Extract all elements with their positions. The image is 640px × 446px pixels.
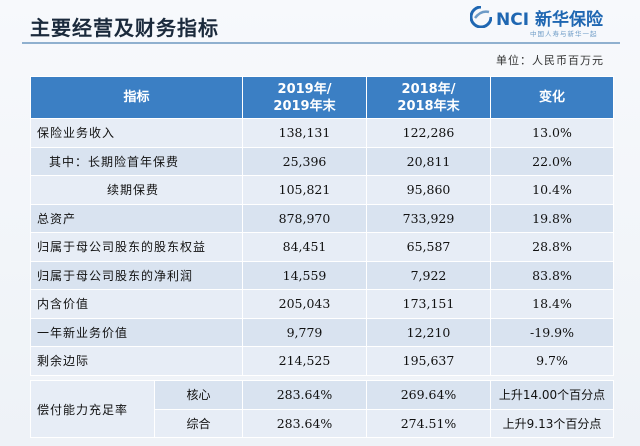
- value-2019: 205,043: [242, 289, 367, 319]
- table-row: 归属于母公司股东的股东权益 84,451 65,587 28.8%: [30, 232, 614, 262]
- value-2018: 20,811: [366, 146, 491, 176]
- solvency-sub-label: 核心: [154, 380, 243, 410]
- column-header-metric: 指标: [30, 76, 243, 119]
- table-row: 一年新业务价值 9,779 12,210 -19.9%: [30, 317, 614, 347]
- table-row: 综合 283.64% 274.51% 上升9.13个百分点: [31, 408, 614, 438]
- title-divider: [22, 42, 620, 44]
- value-2019: 9,779: [242, 317, 367, 347]
- logo-wordmark: NCI 新华保险: [496, 10, 603, 30]
- table-row: 归属于母公司股东的净利润 14,559 7,922 83.8%: [30, 260, 614, 290]
- row-label: 归属于母公司股东的股东权益: [30, 232, 243, 262]
- value-change: 19.8%: [490, 203, 614, 233]
- row-label: 归属于母公司股东的净利润: [30, 260, 243, 290]
- value-2018: 7,922: [366, 260, 491, 290]
- solvency-sub-label: 综合: [154, 408, 243, 438]
- value-2019: 25,396: [242, 146, 367, 176]
- column-header-2019-text: 2019年/ 2019年末: [273, 81, 336, 114]
- value-2018: 195,637: [366, 346, 491, 376]
- column-header-2018-text: 2018年/ 2018年末: [397, 81, 460, 114]
- value-change: 10.4%: [490, 175, 614, 205]
- value-2018: 95,860: [366, 175, 491, 205]
- solvency-label: 偿付能力充足率: [30, 380, 155, 438]
- value-change: -19.9%: [490, 317, 614, 347]
- table-row: 续期保费 105,821 95,860 10.4%: [30, 175, 614, 205]
- logo-mark-icon: [470, 6, 492, 28]
- table-row: 偿付能力充足率 核心 283.64% 269.64% 上升14.00个百分点: [30, 380, 614, 438]
- column-header-2018: 2018年/ 2018年末: [366, 76, 491, 119]
- value-2019: 878,970: [242, 203, 367, 233]
- value-change: 83.8%: [490, 260, 614, 290]
- page-title: 主要经营及财务指标: [30, 16, 219, 40]
- column-header-change: 变化: [490, 76, 614, 119]
- row-label: 剩余边际: [30, 346, 243, 376]
- value-change: 上升9.13个百分点: [490, 408, 614, 438]
- row-label: 一年新业务价值: [30, 317, 243, 347]
- value-change: 上升14.00个百分点: [490, 380, 614, 410]
- value-2018: 12,210: [366, 317, 491, 347]
- value-2019: 84,451: [242, 232, 367, 262]
- row-label: 保险业务收入: [30, 118, 243, 148]
- table-row: 内含价值 205,043 173,151 18.4%: [30, 289, 614, 319]
- table-header-row: 指标 2019年/ 2019年末 2018年/ 2018年末 变化: [30, 76, 614, 119]
- value-change: 28.8%: [490, 232, 614, 262]
- value-2018: 733,929: [366, 203, 491, 233]
- value-2019: 138,131: [242, 118, 367, 148]
- value-change-text: 上升14.00个百分点: [498, 388, 606, 403]
- table-row: 总资产 878,970 733,929 19.8%: [30, 203, 614, 233]
- row-label: 其中：长期险首年保费: [30, 146, 243, 176]
- metrics-table: 指标 2019年/ 2019年末 2018年/ 2018年末 变化 保险业务收入…: [30, 76, 614, 376]
- table-row: 其中：长期险首年保费 25,396 20,811 22.0%: [30, 146, 614, 176]
- value-change: 18.4%: [490, 289, 614, 319]
- row-label: 续期保费: [30, 175, 243, 205]
- value-2019: 283.64%: [242, 408, 367, 438]
- table-row: 保险业务收入 138,131 122,286 13.0%: [30, 118, 614, 148]
- value-2018: 274.51%: [366, 408, 491, 438]
- value-2018: 122,286: [366, 118, 491, 148]
- unit-note: 单位：人民币百万元: [496, 54, 604, 67]
- row-label: 内含价值: [30, 289, 243, 319]
- company-logo: NCI 新华保险 中国人寿与新华一起: [470, 4, 630, 44]
- table-row: 剩余边际 214,525 195,637 9.7%: [30, 346, 614, 376]
- value-2019: 105,821: [242, 175, 367, 205]
- value-2019: 283.64%: [242, 380, 367, 410]
- logo-tagline: 中国人寿与新华一起: [530, 30, 598, 38]
- value-2019: 214,525: [242, 346, 367, 376]
- column-header-2019: 2019年/ 2019年末: [242, 76, 367, 119]
- value-2018: 173,151: [366, 289, 491, 319]
- value-2018: 65,587: [366, 232, 491, 262]
- value-change: 13.0%: [490, 118, 614, 148]
- value-change: 9.7%: [490, 346, 614, 376]
- value-change-text: 上升9.13个百分点: [502, 416, 602, 431]
- solvency-table: 偿付能力充足率 核心 283.64% 269.64% 上升14.00个百分点 综…: [30, 380, 614, 438]
- row-label: 总资产: [30, 203, 243, 233]
- value-change: 22.0%: [490, 146, 614, 176]
- value-2018: 269.64%: [366, 380, 491, 410]
- value-2019: 14,559: [242, 260, 367, 290]
